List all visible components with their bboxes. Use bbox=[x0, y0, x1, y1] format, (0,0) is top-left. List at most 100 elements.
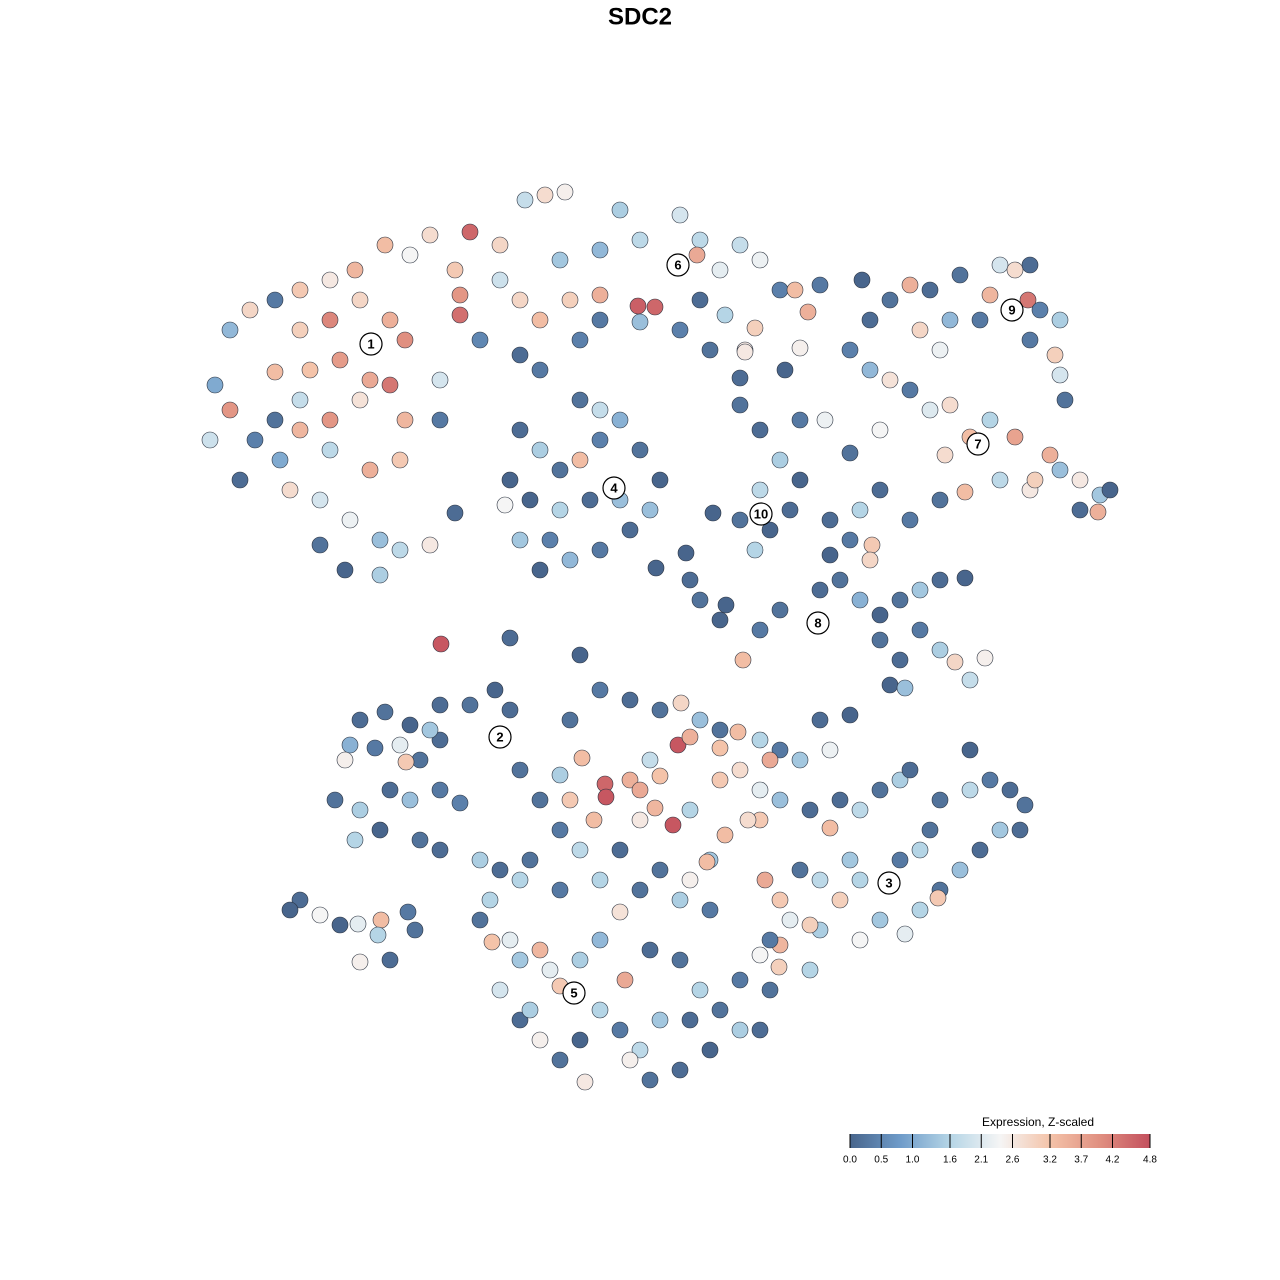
point bbox=[266, 291, 284, 309]
point bbox=[646, 799, 664, 817]
point bbox=[516, 191, 534, 209]
point bbox=[551, 766, 569, 784]
point bbox=[206, 376, 224, 394]
point bbox=[266, 411, 284, 429]
point bbox=[576, 1073, 594, 1091]
point bbox=[371, 821, 389, 839]
point bbox=[291, 891, 309, 909]
point bbox=[669, 736, 687, 754]
point bbox=[871, 911, 889, 929]
point bbox=[791, 751, 809, 769]
point bbox=[501, 931, 519, 949]
point bbox=[770, 958, 788, 976]
point bbox=[641, 751, 659, 769]
point bbox=[401, 716, 419, 734]
point bbox=[571, 646, 589, 664]
point bbox=[611, 903, 629, 921]
point bbox=[511, 421, 529, 439]
point bbox=[881, 371, 899, 389]
point bbox=[751, 621, 769, 639]
point bbox=[629, 297, 647, 315]
point bbox=[281, 481, 299, 499]
point bbox=[851, 931, 869, 949]
point bbox=[331, 351, 349, 369]
point bbox=[681, 571, 699, 589]
point bbox=[991, 821, 1009, 839]
point bbox=[1026, 471, 1044, 489]
point bbox=[871, 781, 889, 799]
point bbox=[831, 791, 849, 809]
point bbox=[704, 504, 722, 522]
point bbox=[791, 471, 809, 489]
point bbox=[691, 231, 709, 249]
point bbox=[291, 281, 309, 299]
point bbox=[531, 941, 549, 959]
point bbox=[281, 901, 299, 919]
point bbox=[941, 396, 959, 414]
point bbox=[831, 571, 849, 589]
point bbox=[691, 981, 709, 999]
point bbox=[647, 559, 665, 577]
point bbox=[511, 291, 529, 309]
point bbox=[591, 931, 609, 949]
point bbox=[711, 721, 729, 739]
point bbox=[361, 461, 379, 479]
point bbox=[851, 871, 869, 889]
cluster-marker bbox=[488, 725, 512, 749]
colorbar-title: Expression, Z-scaled bbox=[982, 1115, 1094, 1129]
point bbox=[751, 251, 769, 269]
point bbox=[751, 781, 769, 799]
point bbox=[891, 851, 909, 869]
point bbox=[731, 971, 749, 989]
cluster-label: 7 bbox=[974, 436, 981, 451]
point bbox=[731, 369, 749, 387]
point bbox=[611, 1021, 629, 1039]
point bbox=[421, 721, 439, 739]
point bbox=[501, 629, 519, 647]
point bbox=[351, 801, 369, 819]
point bbox=[711, 611, 729, 629]
point bbox=[731, 761, 749, 779]
point bbox=[881, 291, 899, 309]
point bbox=[521, 491, 539, 509]
point bbox=[621, 771, 639, 789]
point bbox=[591, 1001, 609, 1019]
point bbox=[931, 641, 949, 659]
colorbar-tick-label: 4.8 bbox=[1143, 1155, 1157, 1166]
point bbox=[231, 471, 249, 489]
point bbox=[751, 421, 769, 439]
point bbox=[751, 946, 769, 964]
cluster-label: 8 bbox=[814, 615, 821, 630]
point bbox=[1101, 481, 1119, 499]
point bbox=[1021, 331, 1039, 349]
point bbox=[481, 891, 499, 909]
point bbox=[241, 301, 259, 319]
point bbox=[501, 701, 519, 719]
point bbox=[1051, 366, 1069, 384]
point bbox=[921, 281, 939, 299]
point bbox=[911, 321, 929, 339]
point bbox=[739, 811, 757, 829]
point bbox=[491, 981, 509, 999]
point bbox=[511, 1011, 529, 1029]
point bbox=[571, 391, 589, 409]
point bbox=[616, 971, 634, 989]
point bbox=[981, 771, 999, 789]
point bbox=[571, 1031, 589, 1049]
point bbox=[321, 311, 339, 329]
point bbox=[1041, 446, 1059, 464]
colorbar: Expression, Z-scaled 0.0 0.5 1.0 1.6 2.1 2.6 3… bbox=[843, 1115, 1157, 1165]
point bbox=[321, 271, 339, 289]
point bbox=[731, 511, 749, 529]
point bbox=[851, 591, 869, 609]
point bbox=[791, 339, 809, 357]
point bbox=[631, 881, 649, 899]
point bbox=[711, 1001, 729, 1019]
point bbox=[366, 739, 384, 757]
point bbox=[711, 771, 729, 789]
point bbox=[771, 891, 789, 909]
point bbox=[201, 431, 219, 449]
point bbox=[486, 681, 504, 699]
point bbox=[816, 411, 834, 429]
point bbox=[841, 444, 859, 462]
